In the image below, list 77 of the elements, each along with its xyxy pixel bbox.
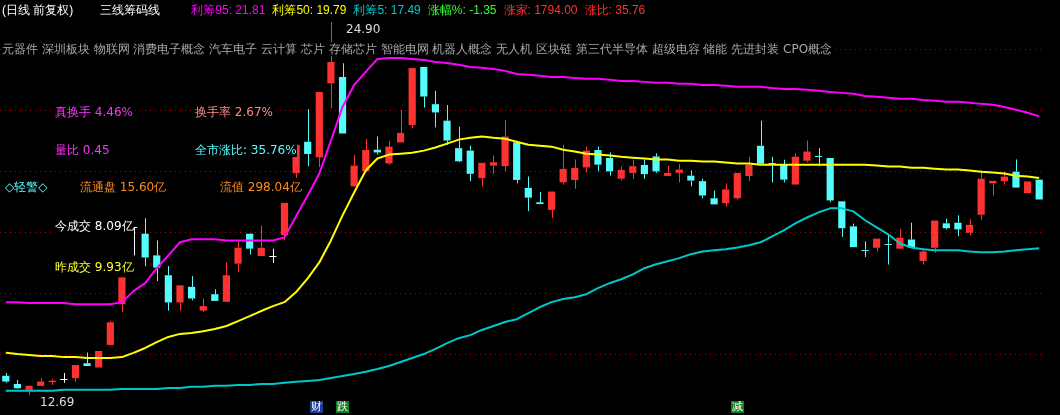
- candlestick: [408, 68, 416, 129]
- chart-title: (日线 前复权): [2, 3, 74, 17]
- candlestick: [791, 152, 799, 185]
- text: 减: [731, 400, 744, 413]
- text: 涨比: 35.76: [584, 3, 646, 17]
- candlestick: [13, 379, 22, 389]
- candlestick: [965, 218, 974, 236]
- candlestick: [396, 109, 405, 143]
- text: 12.69: [40, 395, 75, 409]
- candlestick: [176, 285, 184, 312]
- chart-subtitle: 三线筹码线: [100, 3, 161, 17]
- candlestick: [826, 157, 834, 203]
- candlestick: [838, 201, 846, 238]
- candlestick: [304, 108, 312, 167]
- text: 利筹50: 19.79: [272, 3, 347, 17]
- text: 利筹95: 21.81: [191, 3, 266, 17]
- candlestick: [513, 142, 521, 184]
- text: 涨幅%: -1.35: [427, 3, 497, 17]
- candlestick: [524, 176, 532, 212]
- candlestick: [478, 162, 486, 187]
- candlestick: [547, 191, 556, 219]
- candlestick: [118, 277, 126, 313]
- candlestick: [722, 182, 730, 208]
- annotation: 流通盘 15.60亿: [80, 180, 167, 194]
- candlestick: [2, 372, 10, 382]
- candlestick: [466, 145, 474, 182]
- candlestick: [605, 151, 614, 177]
- candlestick: [756, 120, 765, 164]
- candlestick: [443, 104, 451, 146]
- candlestick: [234, 240, 242, 273]
- candlestick: [315, 91, 323, 168]
- candlestick: [222, 261, 231, 302]
- candlestick: [187, 275, 196, 301]
- candlestick: [141, 217, 149, 267]
- candlestick: [501, 119, 509, 172]
- candlestick: [803, 140, 811, 163]
- candlestick: [164, 265, 172, 312]
- candlestick: [687, 169, 695, 187]
- annotation: 昨成交 9.93亿: [55, 260, 134, 274]
- candlestick: [455, 126, 463, 162]
- candlestick: [617, 166, 625, 182]
- candlestick: [420, 66, 428, 109]
- annotation: 24.90: [346, 22, 381, 36]
- annotation: 真换手 4.46%: [55, 105, 133, 119]
- candlestick: [536, 191, 544, 205]
- candlestick: [640, 158, 649, 180]
- annotation: 流值 298.04亿: [220, 180, 302, 194]
- candlestick: [59, 372, 68, 384]
- candlestick: [768, 156, 777, 183]
- candlestick: [268, 248, 277, 264]
- candlestick: [257, 224, 265, 256]
- text: 财: [310, 400, 323, 413]
- text: 跌: [336, 400, 349, 413]
- candlestick: [431, 90, 440, 128]
- candlestick: [211, 288, 219, 301]
- text: 利筹5: 17.49: [353, 3, 421, 17]
- annotation: 换手率 2.67%: [195, 105, 273, 119]
- annotation: 全市涨比: 35.76%: [195, 143, 297, 157]
- text: 涨家: 1794.00: [503, 3, 578, 17]
- candlestick: [884, 234, 893, 266]
- candlestick: [350, 154, 358, 187]
- candlestick: [559, 144, 567, 186]
- candlestick: [571, 158, 579, 190]
- candlestick: [954, 214, 962, 237]
- annotation: ◇轻警◇: [5, 180, 48, 194]
- annotation: 今成交 8.09亿: [55, 219, 134, 233]
- candlestick: [153, 239, 161, 282]
- annotation: 元器件 深圳板块 物联网 消费电子概念 汽车电子 云计算 芯片 存储芯片 智能电网 机器人概念 无人机 区块链 第三代半导体 超级电容 储能 先进封装 CPO概念: [2, 42, 833, 56]
- candlestick: [71, 365, 80, 383]
- annotation: 量比 0.45: [55, 143, 110, 157]
- candlestick: [733, 172, 741, 201]
- candlestick: [199, 297, 207, 311]
- candlestick: [860, 240, 870, 258]
- candlestick: [664, 165, 672, 176]
- candlestick: [629, 158, 637, 180]
- candlestick: [37, 377, 45, 386]
- candlestick: [489, 155, 498, 175]
